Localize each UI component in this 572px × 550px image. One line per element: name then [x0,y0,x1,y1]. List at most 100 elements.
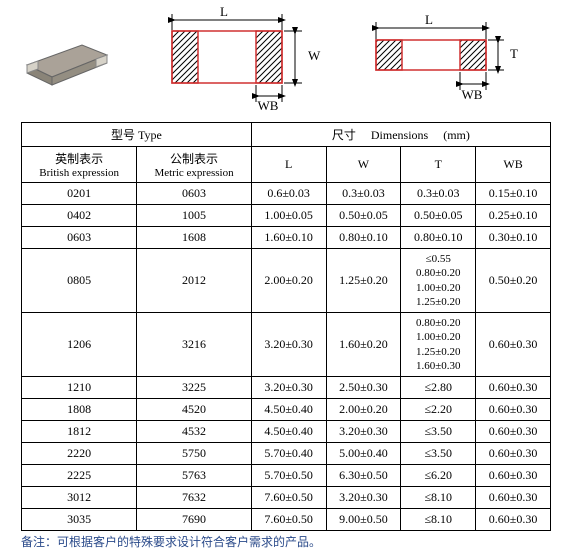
cell: 5750 [137,443,251,465]
cell: 0201 [22,183,137,205]
cell: 7690 [137,509,251,531]
table-row: 120632163.20±0.301.60±0.200.80±0.201.00±… [22,313,551,377]
hdr-metric-cn: 公制表示 [141,150,246,167]
cell: 3035 [22,509,137,531]
cell: ≤3.50 [401,421,476,443]
cell: 1608 [137,227,251,249]
cell: 3216 [137,313,251,377]
table-row: 180845204.50±0.402.00±0.20≤2.200.60±0.30 [22,399,551,421]
cell: 1.25±0.20 [326,249,401,313]
cell: 0805 [22,249,137,313]
top-view-diagram: L W WB [132,6,346,118]
hdr-WB: WB [476,147,551,183]
cell: 1210 [22,377,137,399]
cell: 0.60±0.30 [476,421,551,443]
cell: 0.30±0.10 [476,227,551,249]
cell: 0.60±0.30 [476,487,551,509]
note-text: 备注：可根据客户的特殊要求设计符合客户需求的产品。 [21,533,551,550]
cell: 2.00±0.20 [326,399,401,421]
table-row: 020106030.6±0.030.3±0.030.3±0.030.15±0.1… [22,183,551,205]
cell: 0.50±0.20 [476,249,551,313]
cell: 0603 [22,227,137,249]
cell: 0.15±0.10 [476,183,551,205]
cell: 3225 [137,377,251,399]
table-row: 222057505.70±0.405.00±0.40≤3.500.60±0.30 [22,443,551,465]
hdr-L: L [251,147,326,183]
diagram-row: L W WB [0,0,572,122]
hdr-british: 英制表示 British expression [22,147,137,183]
cell: 4520 [137,399,251,421]
hdr-metric-en: Metric expression [141,167,246,179]
cell: 3.20±0.30 [326,421,401,443]
cell: ≤6.20 [401,465,476,487]
cell: 0.25±0.10 [476,205,551,227]
cell: 5763 [137,465,251,487]
cell: 0.6±0.03 [251,183,326,205]
cell: 0402 [22,205,137,227]
cell: 2225 [22,465,137,487]
svg-text:WB: WB [462,87,483,102]
cell: ≤8.10 [401,487,476,509]
cell: 0.80±0.10 [401,227,476,249]
cell: 2.50±0.30 [326,377,401,399]
cell: 3.20±0.30 [251,377,326,399]
cell: 0.3±0.03 [401,183,476,205]
cell: ≤8.10 [401,509,476,531]
cell: ≤2.80 [401,377,476,399]
cell: 9.00±0.50 [326,509,401,531]
cell: 5.00±0.40 [326,443,401,465]
cell: 0.80±0.10 [326,227,401,249]
cell: 1.00±0.05 [251,205,326,227]
hdr-british-cn: 英制表示 [26,150,132,167]
cell: 4532 [137,421,251,443]
spec-table: 型号 Type 尺寸 Dimensions (mm) 英制表示 British … [21,122,551,531]
svg-text:T: T [510,46,518,61]
table-row: 181245324.50±0.403.20±0.30≤3.500.60±0.30 [22,421,551,443]
cell: 7.60±0.50 [251,509,326,531]
cell: 1808 [22,399,137,421]
cell: ≤0.550.80±0.201.00±0.201.25±0.20 [401,249,476,313]
cell: 1206 [22,313,137,377]
cell: 2220 [22,443,137,465]
spec-body: 020106030.6±0.030.3±0.030.3±0.030.15±0.1… [22,183,551,531]
hdr-T: T [401,147,476,183]
cell: 5.70±0.50 [251,465,326,487]
spec-header: 型号 Type 尺寸 Dimensions (mm) 英制表示 British … [22,123,551,183]
cell: 1.60±0.10 [251,227,326,249]
svg-text:L: L [220,6,228,19]
cell: 3.20±0.30 [326,487,401,509]
table-row: 080520122.00±0.201.25±0.20≤0.550.80±0.20… [22,249,551,313]
chip-photo [12,25,132,99]
cell: 0.60±0.30 [476,443,551,465]
side-view-diagram: L T WB [346,6,560,118]
table-row: 060316081.60±0.100.80±0.100.80±0.100.30±… [22,227,551,249]
cell: 0.50±0.05 [401,205,476,227]
table-row: 301276327.60±0.503.20±0.30≤8.100.60±0.30 [22,487,551,509]
cell: 0.60±0.30 [476,399,551,421]
table-row: 121032253.20±0.302.50±0.30≤2.800.60±0.30 [22,377,551,399]
hdr-british-en: British expression [26,167,132,179]
cell: 0.50±0.05 [326,205,401,227]
hdr-type: 型号 Type [22,123,252,147]
cell: 0603 [137,183,251,205]
cell: 1005 [137,205,251,227]
svg-text:WB: WB [258,98,279,113]
cell: 0.80±0.201.00±0.201.25±0.201.60±0.30 [401,313,476,377]
cell: 2012 [137,249,251,313]
cell: 4.50±0.40 [251,399,326,421]
cell: 1812 [22,421,137,443]
cell: 7.60±0.50 [251,487,326,509]
svg-text:L: L [425,12,433,27]
cell: 0.60±0.30 [476,377,551,399]
cell: 3.20±0.30 [251,313,326,377]
cell: 5.70±0.40 [251,443,326,465]
svg-text:W: W [308,48,321,63]
cell: 2.00±0.20 [251,249,326,313]
cell: 0.60±0.30 [476,313,551,377]
cell: 1.60±0.20 [326,313,401,377]
cell: 4.50±0.40 [251,421,326,443]
cell: 0.60±0.30 [476,509,551,531]
table-row: 040210051.00±0.050.50±0.050.50±0.050.25±… [22,205,551,227]
cell: 3012 [22,487,137,509]
hdr-W: W [326,147,401,183]
